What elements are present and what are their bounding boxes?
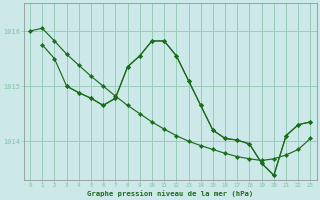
X-axis label: Graphe pression niveau de la mer (hPa): Graphe pression niveau de la mer (hPa) [87,190,253,197]
